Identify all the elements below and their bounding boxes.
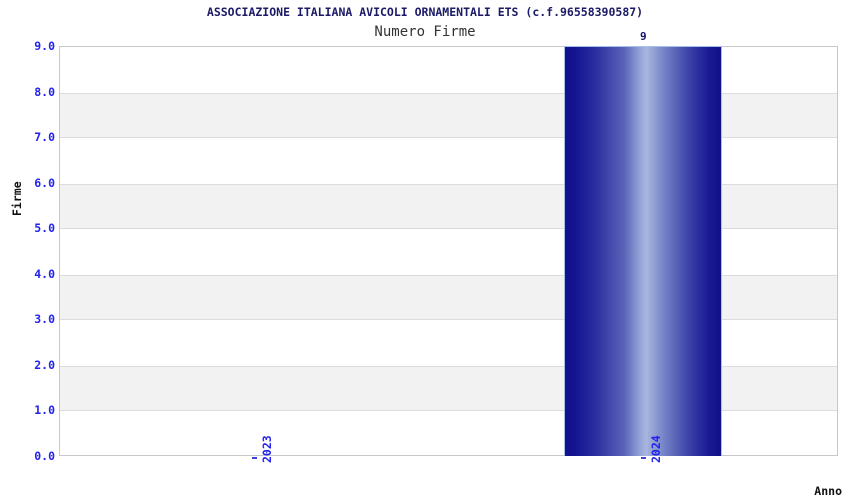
bar-value-label: 9	[639, 30, 647, 43]
y-axis-tick-label: 3.0	[34, 312, 55, 327]
grid-band	[60, 411, 837, 455]
x-axis-title: Anno	[814, 484, 842, 498]
y-axis-tick-label: 6.0	[34, 175, 55, 190]
x-axis-tick-mark	[641, 457, 647, 459]
chart-title: ASSOCIAZIONE ITALIANA AVICOLI ORNAMENTAL…	[206, 5, 644, 19]
x-axis-tick-mark	[251, 457, 257, 459]
grid-band	[60, 274, 837, 321]
grid-band	[60, 47, 837, 93]
plot-area	[59, 46, 838, 456]
y-axis-tick-label: 9.0	[34, 39, 55, 53]
y-axis-tick-labels: 9.0 8.0 7.0 6.0 5.0 4.0 3.0 2.0 1.0 0.0	[0, 0, 55, 500]
y-axis-tick-label: 2.0	[34, 357, 55, 372]
y-axis-tick-label: 5.0	[34, 221, 55, 236]
grid-band	[60, 320, 837, 366]
y-axis-tick-label: 1.0	[34, 403, 55, 418]
x-axis-tick-label: 2023	[259, 435, 274, 463]
y-axis-tick-label: 4.0	[34, 266, 55, 281]
grid-band	[60, 183, 837, 230]
chart-subtitle: Numero Firme	[374, 24, 476, 40]
grid-band	[60, 365, 837, 412]
grid-band	[60, 229, 837, 275]
y-axis-tick-label: 7.0	[34, 130, 55, 145]
grid-band	[60, 92, 837, 139]
y-axis-title: Firme	[10, 181, 24, 216]
x-axis-tick-label: 2024	[649, 435, 664, 463]
y-axis-tick-label: 0.0	[34, 449, 55, 463]
y-axis-tick-label: 8.0	[34, 84, 55, 99]
grid-band	[60, 138, 837, 184]
